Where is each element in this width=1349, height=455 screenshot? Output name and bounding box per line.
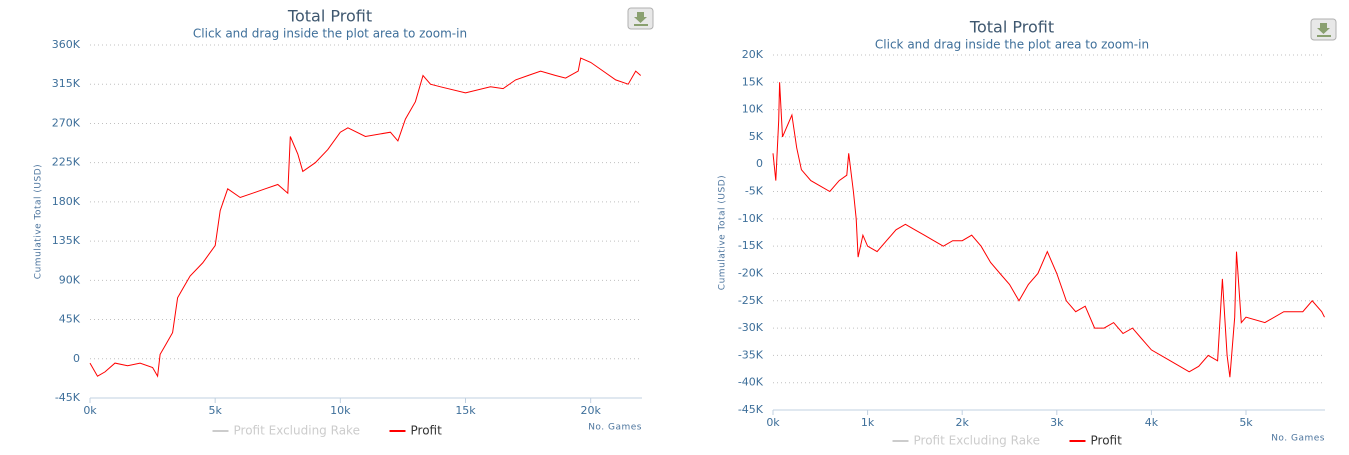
x-tick-label: 20k (580, 404, 601, 417)
y-tick-label: 45K (59, 313, 81, 326)
profit-line (772, 82, 1325, 378)
x-tick-label: 15k (455, 404, 476, 417)
x-tick-label: 0k (83, 404, 97, 417)
x-tick-label: 4k (1145, 416, 1159, 429)
y-tick-label: 360K (52, 38, 81, 51)
legend-label[interactable]: Profit (411, 424, 443, 438)
y-tick-label: 0 (756, 157, 763, 170)
y-axis-label: Cumulative Total (USD) (718, 175, 728, 290)
y-tick-label: 10K (742, 103, 764, 116)
y-tick-label: -20K (738, 266, 764, 279)
y-axis-label: Cumulative Total (USD) (34, 164, 44, 279)
y-tick-label: 225K (52, 156, 81, 169)
y-tick-label: 315K (52, 77, 81, 90)
x-tick-label: 2k (956, 416, 970, 429)
y-tick-label: 0 (73, 352, 80, 365)
y-tick-label: 270K (52, 116, 81, 129)
x-axis-label: No. Games (1271, 434, 1325, 444)
y-tick-label: 135K (52, 234, 81, 247)
y-tick-label: -30K (738, 321, 764, 334)
x-tick-label: 0k (766, 416, 780, 429)
chart-subtitle: Click and drag inside the plot area to z… (875, 38, 1149, 52)
export-button[interactable] (1310, 18, 1337, 41)
export-icon[interactable] (634, 12, 648, 26)
chart-title: Total Profit (969, 18, 1054, 37)
y-tick-label: -35K (738, 348, 764, 361)
x-axis-label: No. Games (588, 423, 642, 433)
y-tick-label: -45K (738, 403, 764, 416)
legend-label[interactable]: Profit Excluding Rake (914, 434, 1040, 448)
legend-label[interactable]: Profit (1091, 434, 1123, 448)
y-tick-label: -10K (738, 212, 764, 225)
export-icon[interactable] (1317, 23, 1331, 37)
y-tick-label: 5K (749, 130, 764, 143)
y-tick-label: -25K (738, 294, 764, 307)
y-tick-label: -5K (745, 185, 764, 198)
profit-line (89, 57, 642, 378)
y-tick-label: 15K (742, 75, 764, 88)
y-tick-label: 90K (59, 273, 81, 286)
x-tick-label: 1k (861, 416, 875, 429)
y-tick-label: -15K (738, 239, 764, 252)
x-tick-label: 10k (330, 404, 351, 417)
chart-subtitle: Click and drag inside the plot area to z… (193, 27, 467, 41)
legend-label[interactable]: Profit Excluding Rake (234, 424, 360, 438)
x-tick-label: 5k (208, 404, 222, 417)
y-tick-label: -45K (55, 391, 81, 404)
x-tick-label: 5k (1239, 416, 1253, 429)
export-button[interactable] (627, 7, 654, 30)
y-tick-label: 180K (52, 195, 81, 208)
x-tick-label: 3k (1050, 416, 1064, 429)
y-tick-label: 20K (742, 48, 764, 61)
y-tick-label: -40K (738, 376, 764, 389)
chart-title: Total Profit (287, 7, 372, 26)
